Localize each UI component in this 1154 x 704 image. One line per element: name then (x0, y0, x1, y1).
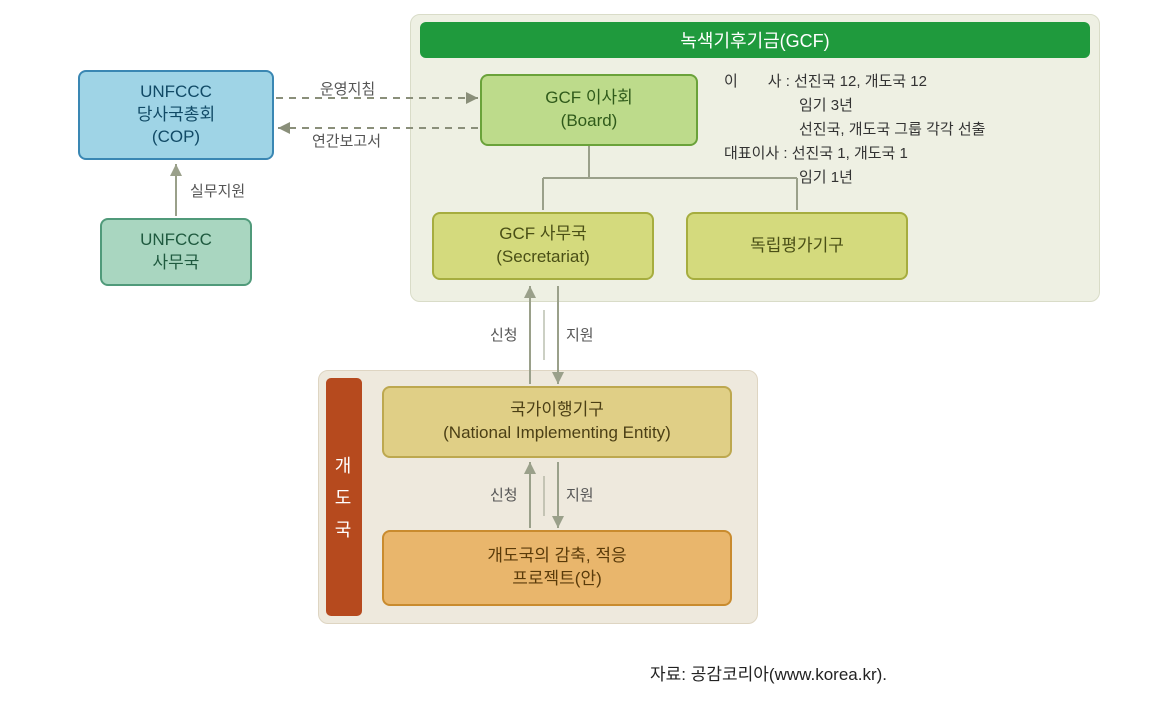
node-project-line1: 개도국의 감축, 적응 (487, 545, 626, 568)
dev-side-char1: 개 (335, 452, 354, 478)
node-board-line1: GCF 이사회 (545, 87, 633, 110)
node-unfccc-sec-line2: 사무국 (153, 252, 200, 275)
node-ieu-line1: 독립평가기구 (750, 235, 844, 258)
node-unfccc-sec: UNFCCC 사무국 (100, 218, 252, 286)
node-cop-line3: (COP) (152, 126, 200, 149)
node-board: GCF 이사회 (Board) (480, 74, 698, 146)
info-l5: 임기 1년 (724, 166, 985, 190)
gcf-header-label: 녹색기후기금(GCF) (680, 27, 829, 53)
node-secretariat: GCF 사무국 (Secretariat) (432, 212, 654, 280)
label-report: 연간보고서 (312, 130, 381, 151)
board-info: 이 사 : 선진국 12, 개도국 12 임기 3년 선진국, 개도국 그룹 각… (724, 70, 985, 190)
label-apply2: 신청 (490, 484, 518, 505)
info-l3: 선진국, 개도국 그룹 각각 선출 (724, 118, 985, 142)
info-l4: 대표이사 : 선진국 1, 개도국 1 (724, 142, 985, 166)
dev-side-char3: 국 (335, 516, 354, 542)
dev-side-char2: 도 (335, 484, 354, 510)
label-apply1: 신청 (490, 324, 518, 345)
node-nie-line1: 국가이행기구 (510, 399, 604, 422)
label-guide: 운영지침 (320, 78, 375, 99)
node-cop-line1: UNFCCC (140, 81, 212, 104)
node-project-line2: 프로젝트(안) (512, 568, 602, 591)
label-support1: 실무지원 (190, 180, 245, 201)
node-project: 개도국의 감축, 적응 프로젝트(안) (382, 530, 732, 606)
gcf-header: 녹색기후기금(GCF) (420, 22, 1090, 58)
node-secretariat-line2: (Secretariat) (496, 246, 590, 269)
info-l1: 이 사 : 선진국 12, 개도국 12 (724, 70, 985, 94)
label-assist2: 지원 (566, 484, 594, 505)
node-unfccc-sec-line1: UNFCCC (140, 229, 212, 252)
node-nie: 국가이행기구 (National Implementing Entity) (382, 386, 732, 458)
node-cop: UNFCCC 당사국총회 (COP) (78, 70, 274, 160)
dev-side-label: 개 도 국 (326, 378, 362, 616)
source-caption: 자료: 공감코리아(www.korea.kr). (650, 660, 887, 685)
node-secretariat-line1: GCF 사무국 (499, 223, 587, 246)
node-nie-line2: (National Implementing Entity) (443, 422, 671, 445)
info-l2: 임기 3년 (724, 94, 985, 118)
node-board-line2: (Board) (561, 110, 618, 133)
node-cop-line2: 당사국총회 (137, 104, 215, 127)
label-assist1: 지원 (566, 324, 594, 345)
node-ieu: 독립평가기구 (686, 212, 908, 280)
